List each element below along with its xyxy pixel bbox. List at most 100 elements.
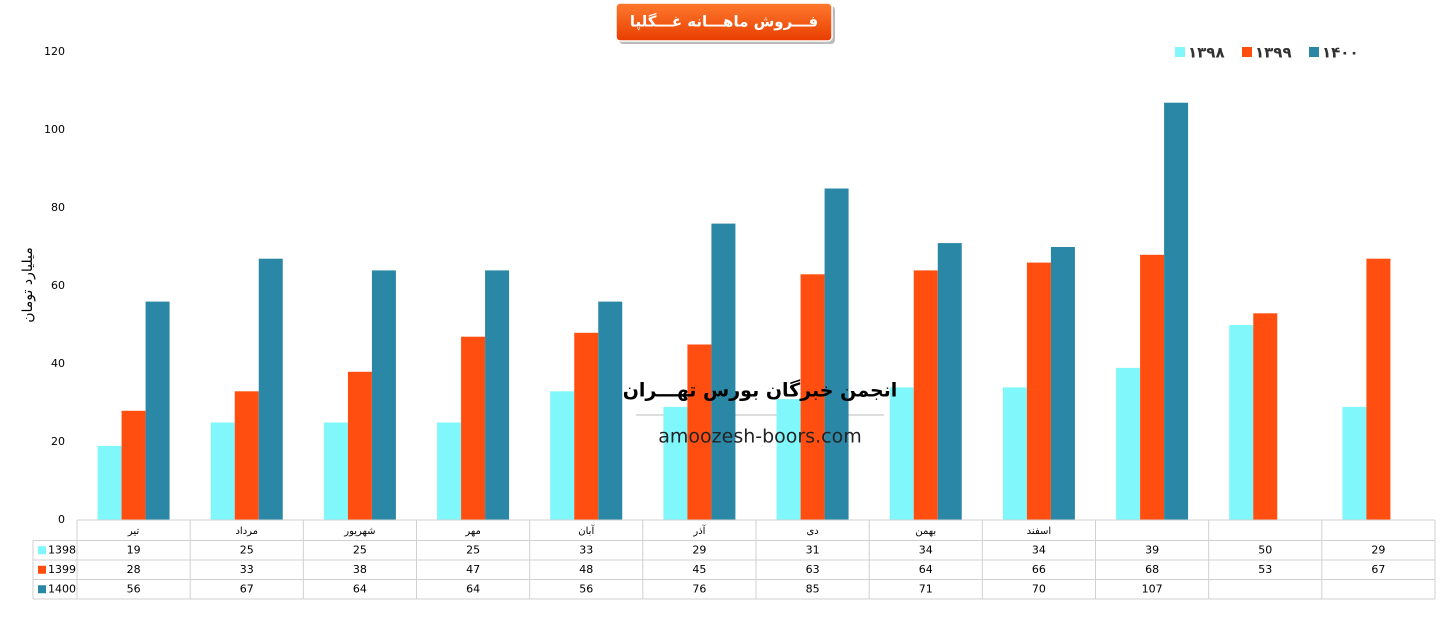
table-cell: 45 (692, 563, 706, 576)
table-cell: 29 (692, 543, 706, 556)
bar (258, 258, 283, 520)
chart-title: فـــروش ماهـــانه غـــگلپا (630, 13, 818, 32)
table-cell: 56 (579, 582, 593, 595)
title-box (615, 2, 833, 42)
bar (145, 301, 170, 520)
bar (1366, 258, 1391, 520)
table-cell: 107 (1142, 582, 1163, 595)
bar (1229, 325, 1254, 520)
bar (1116, 367, 1141, 520)
table-cell: 19 (127, 543, 141, 556)
bar (937, 243, 962, 520)
bar (913, 270, 938, 520)
table-cell: 34 (919, 543, 933, 556)
legend-key (1242, 47, 1252, 57)
bar (323, 422, 348, 520)
bar (461, 336, 486, 520)
x-tick-label: اسفند (1027, 526, 1051, 537)
y-tick-label: 0 (58, 513, 65, 526)
x-tick-label: آبان (578, 524, 595, 537)
x-tick-label: بهمن (915, 526, 936, 537)
x-tick-label: مرداد (235, 526, 258, 537)
bar (776, 399, 801, 520)
table-cell: 39 (1145, 543, 1159, 556)
table-cell: 33 (579, 543, 593, 556)
legend-key (1175, 47, 1185, 57)
bar (210, 422, 235, 520)
bar (121, 410, 146, 520)
table-cell: 64 (919, 563, 933, 576)
table-cell: 53 (1258, 563, 1272, 576)
x-tick-label: مهر (464, 526, 480, 537)
bar (889, 387, 914, 520)
bar (485, 270, 510, 520)
table-cell: 64 (353, 582, 367, 595)
y-tick-label: 20 (51, 435, 65, 448)
y-tick-label: 100 (44, 123, 65, 136)
y-axis-label: میلیارد تومان (20, 247, 36, 322)
x-tick-label: آذر (692, 524, 706, 537)
bar (1253, 313, 1278, 520)
bar (574, 332, 599, 520)
x-tick-label: شهریور (343, 526, 375, 537)
x-tick-label: تیر (127, 526, 140, 537)
legend-label: ۱۳۹۸ (1188, 44, 1225, 62)
bar (371, 270, 396, 520)
bar (800, 274, 825, 520)
table-cell: 68 (1145, 563, 1159, 576)
table-cell: 56 (127, 582, 141, 595)
table-row-label: 1400 (48, 582, 76, 595)
table-cell: 25 (353, 543, 367, 556)
table-cell: 31 (806, 543, 820, 556)
bar (1050, 247, 1075, 520)
y-tick-label: 60 (51, 279, 65, 292)
legend-label: ۱۴۰۰ (1322, 44, 1359, 62)
bar (437, 422, 462, 520)
bar (1342, 406, 1367, 520)
table-cell: 70 (1032, 582, 1046, 595)
table-cell: 25 (240, 543, 254, 556)
watermark-title: انجمن خبرگان بورس تهـــران (623, 379, 898, 402)
legend-key (1309, 47, 1319, 57)
table-cell: 66 (1032, 563, 1046, 576)
table-cell: 67 (1371, 563, 1385, 576)
bar (97, 445, 122, 520)
bar (663, 406, 688, 520)
table-cell: 50 (1258, 543, 1272, 556)
bar (1140, 254, 1165, 521)
bar (550, 391, 575, 520)
legend-label: ۱۳۹۹ (1255, 44, 1292, 62)
y-tick-label: 120 (44, 45, 65, 58)
table-cell: 85 (806, 582, 820, 595)
bar (598, 301, 623, 520)
watermark-url: amoozesh-boors.com (658, 426, 862, 448)
table-cell: 63 (806, 563, 820, 576)
bar (1002, 387, 1027, 520)
y-tick-label: 80 (51, 201, 65, 214)
table-key (38, 546, 46, 555)
table-row-label: 1399 (48, 563, 76, 576)
table-cell: 48 (579, 563, 593, 576)
table-cell: 28 (127, 563, 141, 576)
x-tick-label: دی (806, 526, 818, 537)
table-cell: 34 (1032, 543, 1046, 556)
bar (1026, 262, 1051, 520)
table-cell: 25 (466, 543, 480, 556)
bar (824, 188, 849, 520)
table-cell: 38 (353, 563, 367, 576)
table-cell: 29 (1371, 543, 1385, 556)
table-cell: 33 (240, 563, 254, 576)
table-key (38, 565, 46, 574)
bar (234, 391, 259, 520)
table-cell: 47 (466, 563, 480, 576)
table-cell: 64 (466, 582, 480, 595)
bar (347, 371, 372, 520)
table-key (38, 585, 46, 594)
bar (711, 223, 736, 520)
bar (1164, 102, 1189, 520)
y-tick-label: 40 (51, 357, 65, 370)
bar (687, 344, 712, 520)
table-cell: 76 (692, 582, 706, 595)
table-cell: 67 (240, 582, 254, 595)
